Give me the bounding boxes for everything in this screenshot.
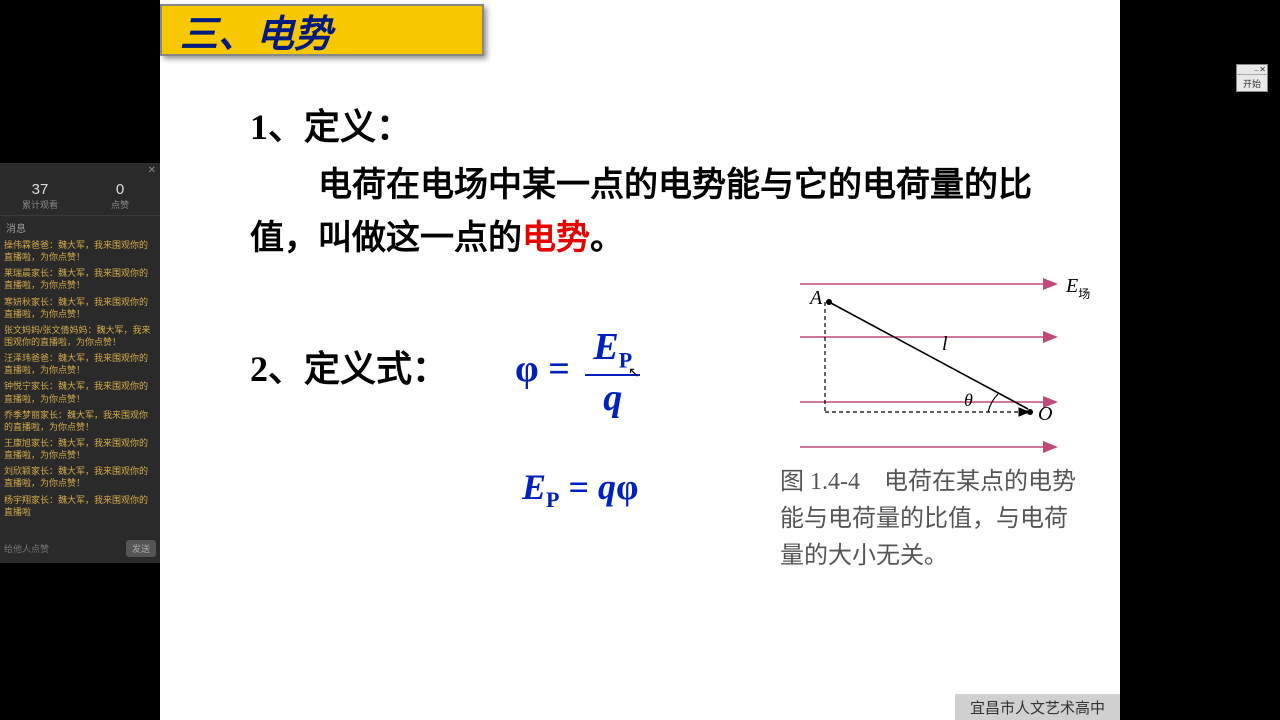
chat-message: 汪泽玮爸爸：魏大军，我来围观你的直播啦，为你点赞！ (4, 352, 156, 376)
definition-before: 电荷在电场中某一点的电势能与它的电荷量的比值，叫做这一点的 (250, 167, 1032, 257)
formula-energy: EP = qφ (522, 466, 638, 513)
definition-after: 。 (590, 220, 624, 257)
svg-text:A: A (808, 287, 823, 309)
close-icon[interactable]: ✕ (148, 165, 156, 176)
start-widget[interactable]: –✕ 开始 (1236, 64, 1268, 92)
chat-message: 钟悦宁家长：魏大军，我来围观你的直播啦，为你点赞！ (4, 380, 156, 404)
definition-highlight: 电势 (522, 220, 590, 257)
chat-section-label: 消息 (0, 216, 160, 239)
stat-views: 37 累计观看 (0, 181, 80, 211)
chat-input[interactable] (4, 544, 122, 554)
chat-message: 杨宇翔家长：魏大军，我来围观你的直播啦 (4, 494, 156, 518)
chat-messages: 操伟霖爸爸：魏大军，我来围观你的直播啦，为你点赞！ 莱瑞晨家长：魏大军，我来围观你… (0, 239, 160, 518)
chat-panel: ✕ 37 累计观看 0 点赞 消息 操伟霖爸爸：魏大军，我来围观你的直播啦，为你… (0, 163, 160, 563)
definition-text: 电荷在电场中某一点的电势能与它的电荷量的比值，叫做这一点的电势。 (250, 160, 1080, 265)
chat-message: 王康旭家长：魏大军，我来围观你的直播啦，为你点赞！ (4, 437, 156, 461)
figure-caption: 图 1.4-4 电荷在某点的电势能与电荷量的比值，与电荷量的大小无关。 (780, 464, 1090, 576)
chat-stats: 37 累计观看 0 点赞 (0, 163, 160, 216)
formula-definition: φ = EPq (515, 325, 640, 420)
minimize-icon[interactable]: – (1254, 65, 1258, 74)
svg-text:θ: θ (964, 390, 973, 410)
send-button[interactable]: 发送 (126, 540, 156, 557)
title-text: 三、电势 (180, 3, 332, 58)
field-diagram: A Ol θ E场 (780, 272, 1100, 462)
svg-text:O: O (1038, 403, 1052, 425)
title-banner: 三、电势 (160, 4, 484, 56)
chat-message: 刘欣颖家长：魏大军，我来围观你的直播啦，为你点赞！ (4, 465, 156, 489)
chat-message: 乔季梦丽家长：魏大军，我来围观你的直播啦，为你点赞！ (4, 409, 156, 433)
svg-text:E场: E场 (1065, 275, 1090, 301)
chat-message: 寒妍秋家长：魏大军，我来围观你的直播啦，为你点赞！ (4, 296, 156, 320)
section2-heading: 2、定义式： (250, 340, 448, 392)
chat-message: 莱瑞晨家长：魏大军，我来围观你的直播啦，为你点赞！ (4, 267, 156, 291)
footer-school: 宜昌市人文艺术高中 (955, 694, 1120, 720)
start-label: 开始 (1237, 75, 1267, 90)
close-icon[interactable]: ✕ (1259, 65, 1266, 74)
section1-heading: 1、定义： (250, 98, 412, 150)
stat-likes: 0 点赞 (80, 181, 160, 211)
svg-text:l: l (942, 333, 948, 355)
slide-area: 三、电势 1、定义： 电荷在电场中某一点的电势能与它的电荷量的比值，叫做这一点的… (160, 0, 1120, 720)
chat-message: 张文妈妈/张文倩妈妈：魏大军，我来围观你的直播啦，为你点赞！ (4, 324, 156, 348)
chat-message: 操伟霖爸爸：魏大军，我来围观你的直播啦，为你点赞！ (4, 239, 156, 263)
